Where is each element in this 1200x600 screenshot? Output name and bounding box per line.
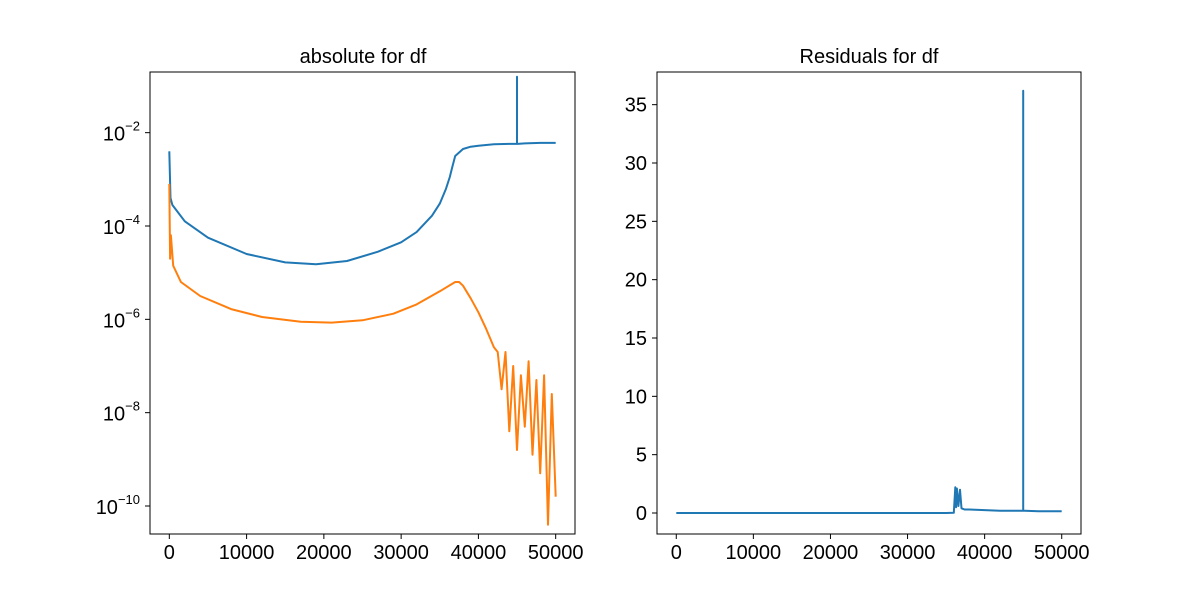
residuals-chart-y-tick-label: 5: [636, 445, 647, 467]
residuals-chart-x-tick-label: 0: [671, 542, 682, 564]
residuals-chart-axes: 0 10000 20000 30000 40000 50000 0 5 10 15 20 25 30 35: [625, 95, 1090, 564]
residuals-chart-y-tick-label: 35: [625, 95, 647, 117]
absolute-chart-y-tick-label: 10−2: [103, 119, 140, 146]
residuals-chart-y-tick-label: 0: [636, 503, 647, 525]
residuals-chart-x-tick-label: 20000: [803, 542, 859, 564]
residuals-chart-title: Residuals for df: [800, 46, 939, 68]
absolute-chart-x-tick-label: 10000: [219, 542, 275, 564]
residuals-chart-series-line-0: [676, 89, 1062, 514]
absolute-chart-series-line-1: [168, 183, 557, 526]
residuals-chart-y-tick-label: 20: [625, 270, 647, 292]
absolute-chart-y-tick-label: 10−10: [96, 492, 140, 519]
absolute-chart: absolute for df 0 10000 20000 30000 40000 500…: [96, 46, 584, 564]
residuals-chart-y-tick-label: 25: [625, 211, 647, 233]
residuals-chart-y-tick-label: 15: [625, 328, 647, 350]
absolute-chart-y-tick-label: 10−4: [103, 212, 140, 239]
absolute-chart-y-tick-label: 10−6: [103, 305, 140, 332]
absolute-chart-x-tick-label: 0: [164, 542, 175, 564]
absolute-chart-x-tick-label: 20000: [296, 542, 352, 564]
residuals-chart-x-tick-label: 10000: [726, 542, 782, 564]
residuals-chart-y-tick-label: 30: [625, 153, 647, 175]
absolute-chart-x-tick-label: 40000: [451, 542, 507, 564]
residuals-chart-y-tick-label: 10: [625, 386, 647, 408]
absolute-chart-axes: 0 10000 20000 30000 40000 50000 10−10 10−8 10−6 1…: [96, 119, 584, 564]
residuals-chart-frame: [656, 71, 1082, 535]
residuals-chart-x-tick-label: 40000: [957, 542, 1013, 564]
residuals-chart-x-tick-label: 50000: [1034, 542, 1090, 564]
absolute-chart-title: absolute for df: [300, 46, 427, 68]
absolute-chart-x-tick-label: 30000: [373, 542, 429, 564]
residuals-chart: Residuals for df 0 10000 20000 30000 40000 50…: [625, 46, 1090, 564]
absolute-chart-y-tick-label: 10−8: [103, 399, 140, 426]
absolute-chart-frame: [149, 71, 576, 535]
absolute-chart-series-layer: [168, 75, 557, 526]
absolute-chart-series-line-0: [168, 75, 556, 266]
residuals-chart-x-tick-label: 30000: [880, 542, 936, 564]
absolute-chart-x-tick-label: 50000: [528, 542, 584, 564]
residuals-chart-series-layer: [676, 89, 1062, 514]
